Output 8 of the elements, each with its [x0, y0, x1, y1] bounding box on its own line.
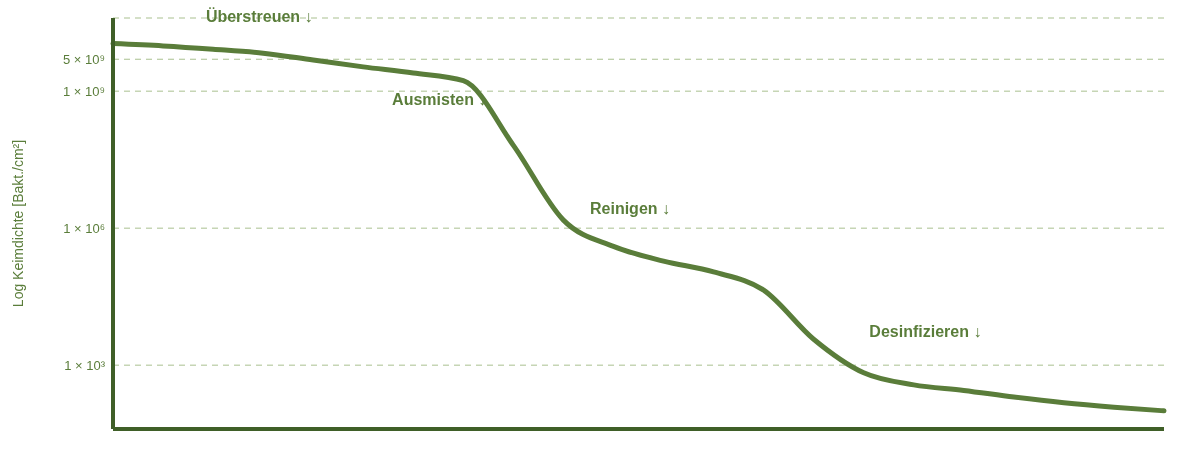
annotation: Desinfizieren ↓	[869, 322, 982, 341]
y-tick-label: 1 × 10³	[64, 357, 106, 373]
y-axis-title: Log Keimdichte [Bakt./cm²]	[9, 139, 26, 308]
annotation: Überstreuen ↓	[205, 8, 313, 26]
y-tick-label: 1 × 10⁹	[62, 83, 105, 99]
annotation: Reinigen ↓	[590, 200, 671, 219]
y-tick-label: 1 × 10⁶	[63, 220, 105, 236]
y-tick-label: 5 × 10⁹	[62, 51, 105, 67]
